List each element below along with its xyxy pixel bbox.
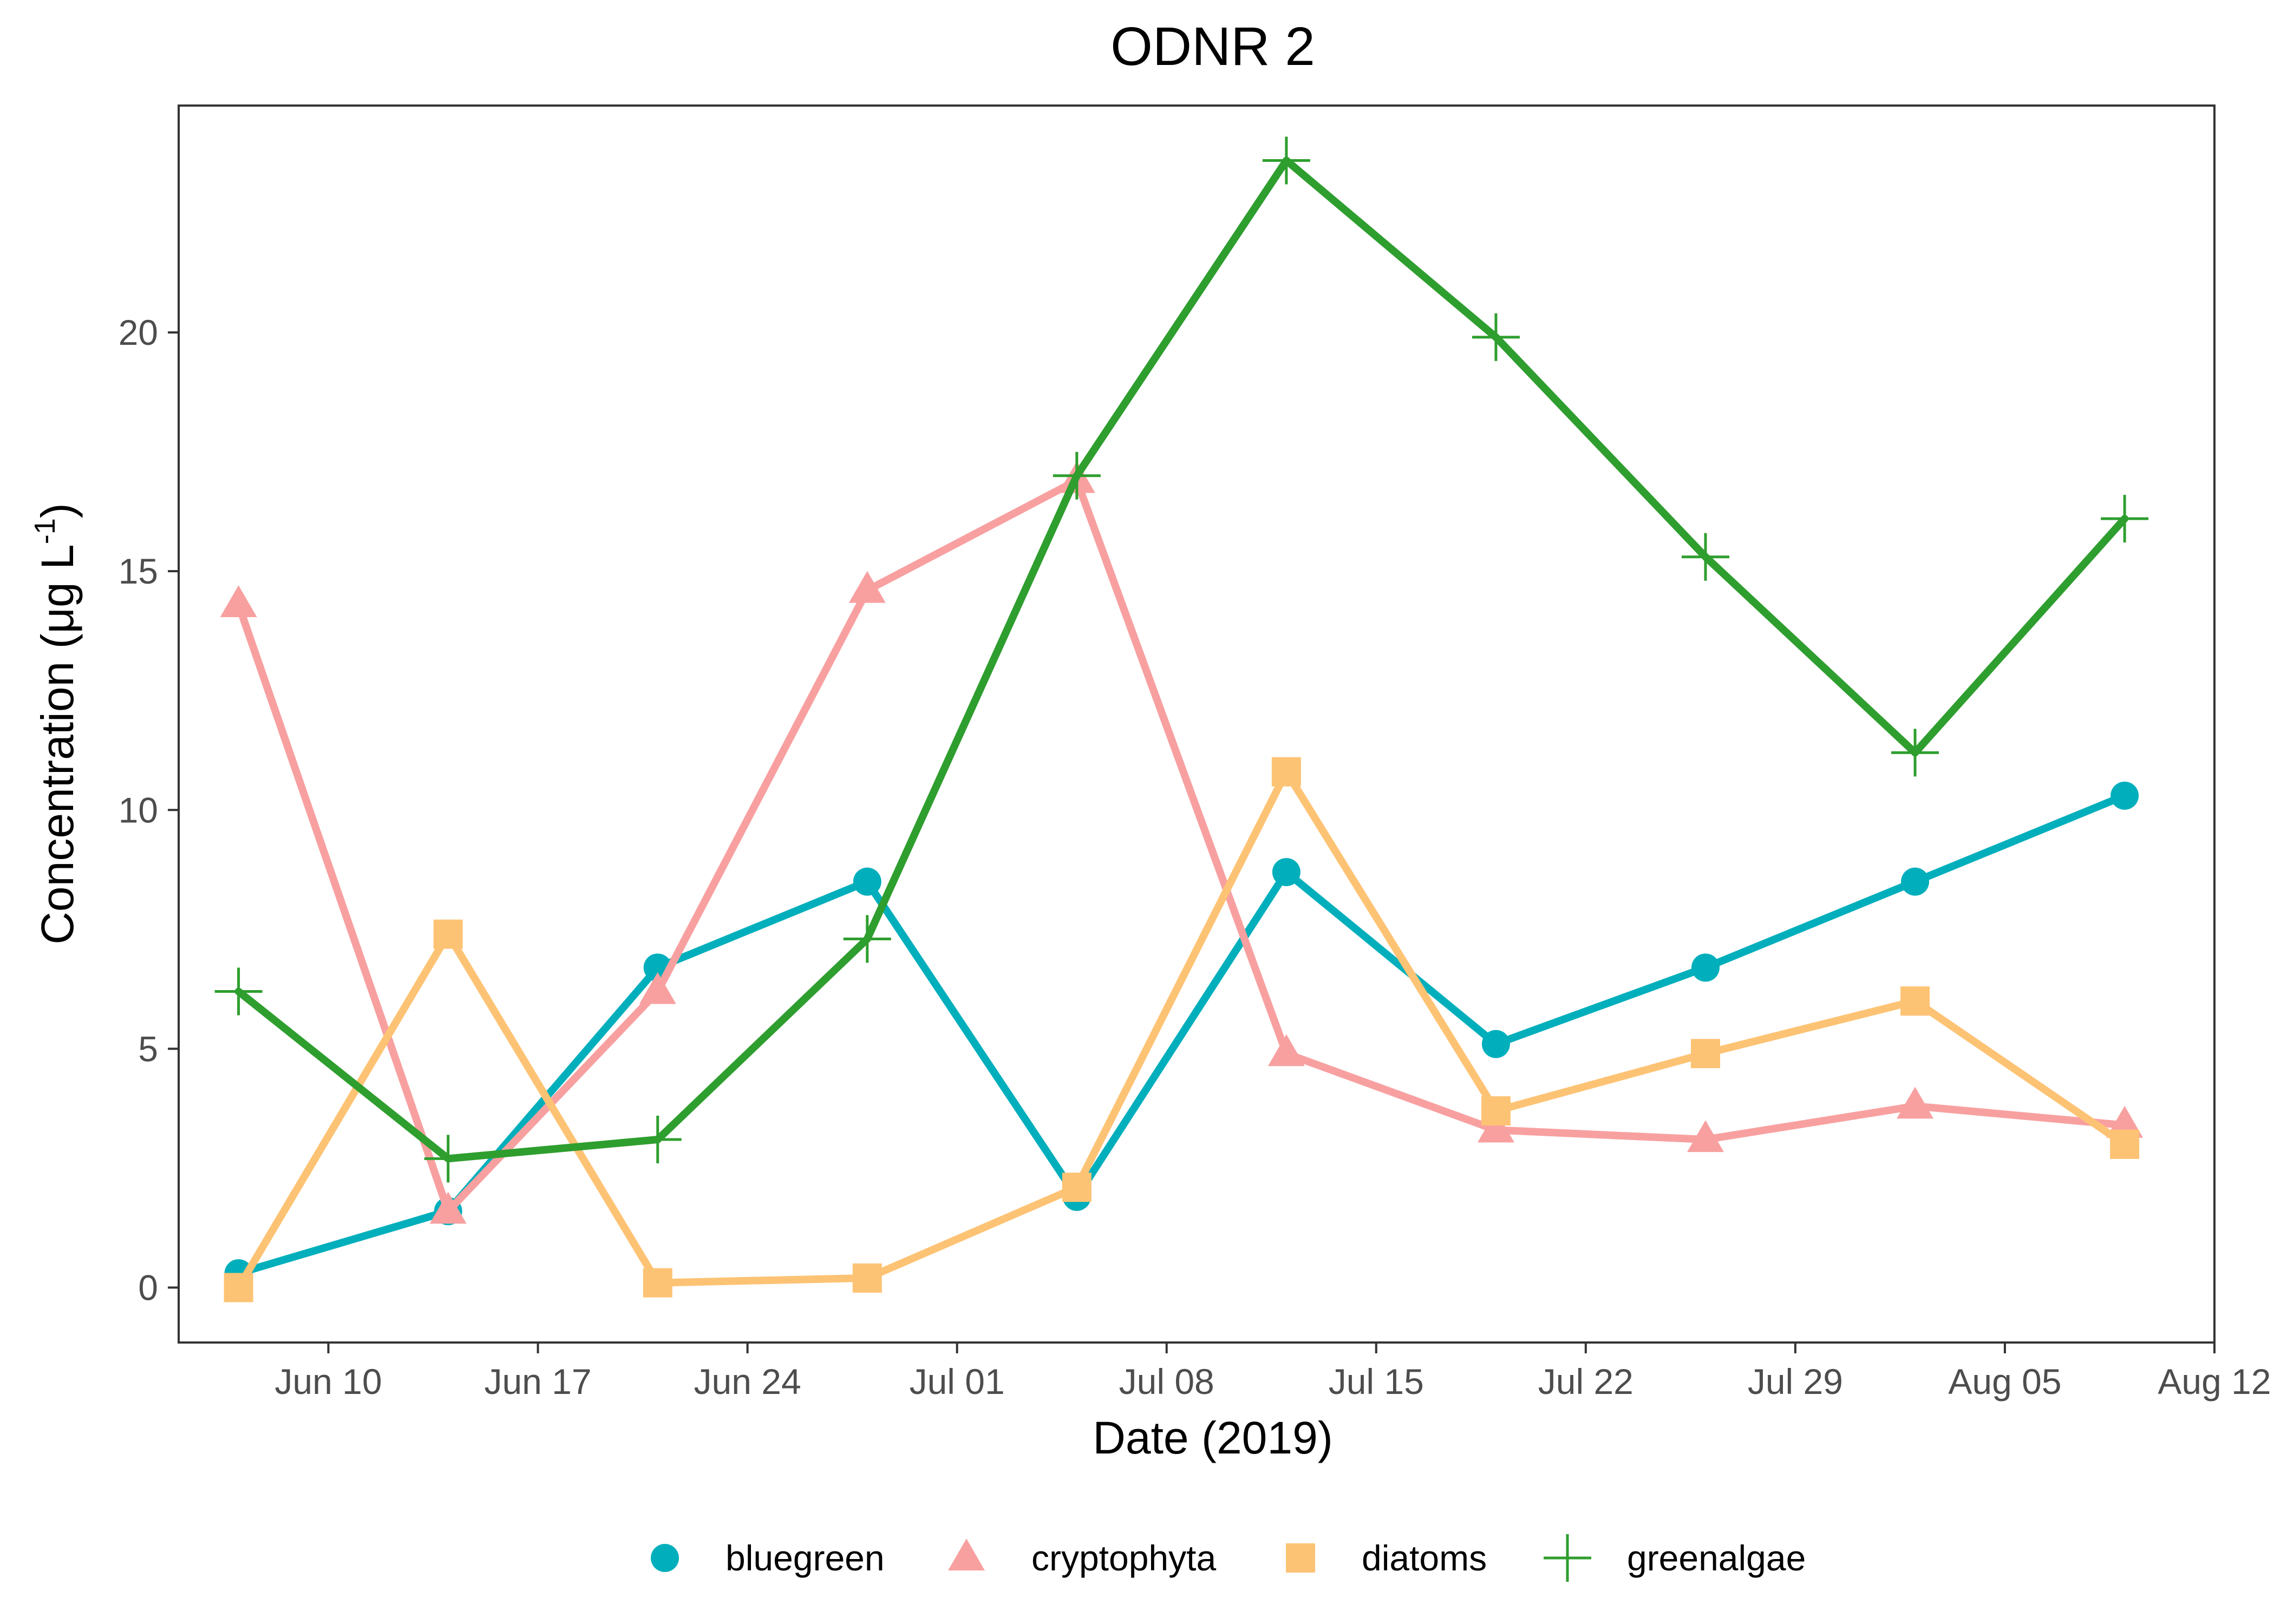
data-point-greenalgae	[843, 915, 891, 963]
data-point-diatoms	[1271, 757, 1301, 787]
data-point-greenalgae	[633, 1116, 682, 1164]
data-point-bluegreen	[853, 867, 881, 896]
data-point-diatoms	[1481, 1096, 1511, 1126]
y-tick-label: 20	[119, 312, 158, 352]
x-tick-label: Jun 17	[484, 1361, 591, 1402]
data-point-bluegreen	[1481, 1030, 1510, 1058]
series-greenalgae	[214, 136, 2149, 1183]
series-diatoms	[224, 757, 2140, 1302]
y-axis-title-superscript: -1	[29, 518, 61, 544]
data-point-greenalgae	[2101, 495, 2149, 543]
x-tick-label: Jul 29	[1748, 1361, 1843, 1402]
data-point-cryptophyta	[1267, 1034, 1305, 1066]
x-tick-label: Jul 22	[1538, 1361, 1633, 1402]
legend-label-cryptophyta: cryptophyta	[1031, 1538, 1216, 1578]
legend-label-bluegreen: bluegreen	[726, 1538, 885, 1578]
data-point-diatoms	[852, 1263, 882, 1293]
data-point-bluegreen	[1901, 867, 1930, 896]
x-tick-label: Aug 05	[1948, 1361, 2061, 1402]
data-point-diatoms	[1900, 986, 1930, 1016]
y-tick-label: 10	[119, 790, 158, 830]
x-tick-label: Jul 08	[1119, 1361, 1214, 1402]
legend-item-cryptophyta: cryptophyta	[948, 1538, 1216, 1578]
data-point-bluegreen	[1272, 857, 1301, 886]
data-point-greenalgae	[1053, 451, 1101, 500]
y-tick-label: 5	[138, 1029, 158, 1069]
y-axis-title-close: )	[32, 503, 83, 518]
x-axis-title: Date (2019)	[1093, 1412, 1333, 1463]
data-point-greenalgae	[1682, 533, 1729, 581]
x-tick-label: Aug 12	[2158, 1361, 2271, 1402]
data-point-greenalgae	[1891, 729, 1939, 777]
x-tick-label: Jun 24	[694, 1361, 801, 1402]
legend: bluegreen cryptophyta diatoms greenalgae	[651, 1534, 1806, 1582]
data-point-bluegreen	[2110, 781, 2139, 810]
y-axis-title-main: Concentration (μg L	[32, 544, 83, 944]
legend-item-bluegreen: bluegreen	[651, 1538, 885, 1578]
data-point-diatoms	[2110, 1129, 2140, 1159]
series-layer	[214, 136, 2149, 1302]
data-point-diatoms	[643, 1268, 672, 1298]
legend-key-cryptophyta	[948, 1538, 985, 1571]
legend-key-greenalgae	[1544, 1534, 1591, 1582]
legend-item-greenalgae: greenalgae	[1544, 1534, 1806, 1582]
data-point-cryptophyta	[220, 585, 257, 618]
legend-key-bluegreen	[651, 1544, 679, 1572]
x-tick-label: Jul 15	[1329, 1361, 1424, 1402]
y-axis: 0 5 10 15 20	[119, 312, 179, 1308]
data-point-cryptophyta	[1687, 1120, 1724, 1152]
data-point-cryptophyta	[1477, 1110, 1514, 1143]
data-point-diatoms	[1062, 1173, 1092, 1202]
data-point-greenalgae	[1472, 313, 1520, 361]
series-line-diatoms	[234, 768, 2129, 1292]
y-tick-label: 15	[119, 551, 158, 591]
data-point-diatoms	[224, 1273, 253, 1302]
legend-label-greenalgae: greenalgae	[1627, 1538, 1806, 1578]
legend-key-diatoms	[1286, 1543, 1315, 1573]
data-point-cryptophyta	[639, 972, 676, 1004]
data-point-diatoms	[433, 919, 463, 949]
data-point-greenalgae	[214, 967, 263, 1016]
series-line-bluegreen	[234, 791, 2129, 1278]
legend-label-diatoms: diatoms	[1362, 1538, 1487, 1578]
data-point-cryptophyta	[429, 1191, 467, 1224]
x-tick-label: Jun 10	[275, 1361, 382, 1402]
y-axis-title: Concentration (μg L-1)	[29, 503, 83, 944]
data-point-cryptophyta	[1897, 1086, 1934, 1119]
data-point-bluegreen	[1691, 953, 1720, 982]
data-point-diatoms	[1691, 1039, 1720, 1069]
x-tick-label: Jul 01	[910, 1361, 1005, 1402]
x-axis: Jun 10 Jun 17 Jun 24 Jul 01 Jul 08 Jul 15 Jul …	[275, 1343, 2271, 1402]
data-point-cryptophyta	[848, 571, 886, 603]
data-point-greenalgae	[424, 1135, 472, 1183]
series-line-greenalgae	[234, 156, 2129, 1163]
y-tick-label: 0	[138, 1268, 158, 1308]
chart-title: ODNR 2	[1110, 16, 1315, 77]
data-point-greenalgae	[1262, 136, 1310, 185]
legend-item-diatoms: diatoms	[1286, 1538, 1487, 1578]
